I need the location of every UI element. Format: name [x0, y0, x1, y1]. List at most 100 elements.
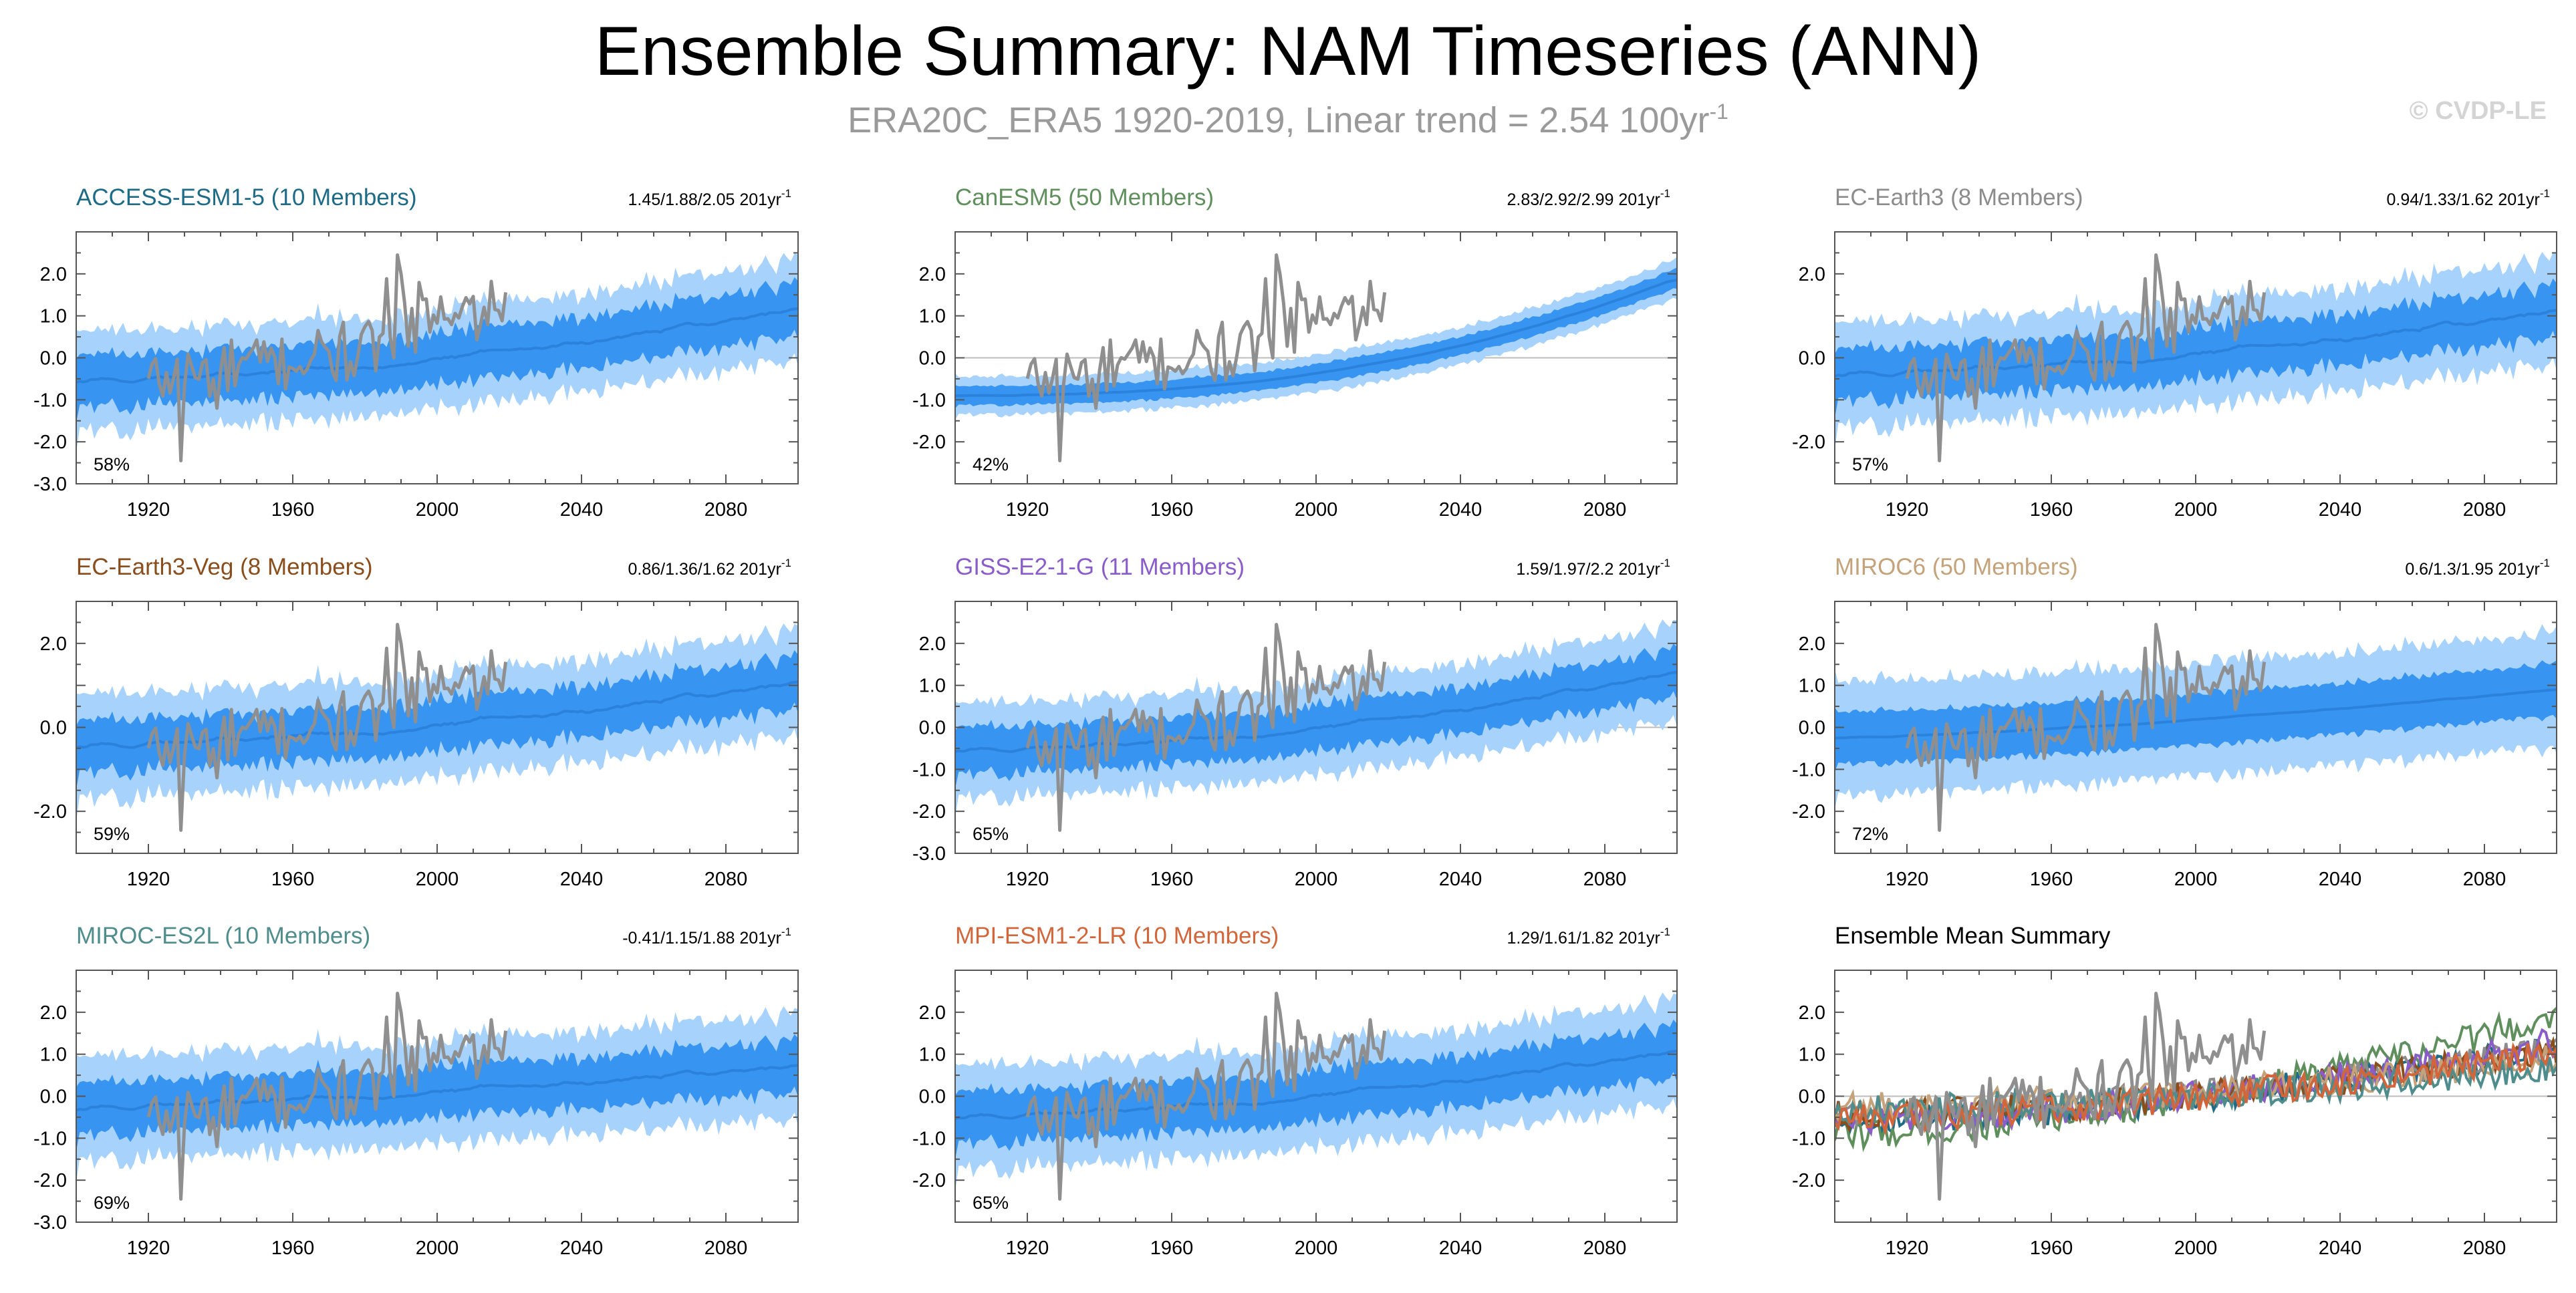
y-tick-label: 2.0: [40, 264, 67, 285]
model-panel: MIROC-ES2L (10 Members) -0.41/1.15/1.88 2…: [33, 923, 799, 1259]
x-tick-label: 2040: [560, 869, 604, 890]
panel-stat: 1.29/1.61/1.82 201yr-1: [1507, 925, 1670, 948]
x-tick-label: 1960: [2030, 869, 2073, 890]
x-tick-label: 1960: [1150, 1238, 1194, 1259]
y-tick-label: 2.0: [919, 633, 946, 655]
plot-area: [955, 992, 1677, 1201]
ensemble-mean-line: [76, 680, 798, 750]
panel-stat-sup: -1: [781, 187, 791, 200]
panel-stat-sup: -1: [781, 557, 791, 569]
model-panel: CanESM5 (50 Members) 2.83/2.92/2.99 201yr…: [912, 184, 1678, 521]
ensemble-mean-line: [76, 1064, 798, 1112]
x-tick-label: 2000: [416, 869, 459, 890]
panel-stat-sup: -1: [1660, 557, 1670, 569]
x-tick-label: 1920: [127, 869, 170, 890]
y-tick-label: 1.0: [1799, 1044, 1825, 1066]
panel-stat: 0.6/1.3/1.95 201yr-1: [2405, 557, 2550, 579]
model-panel: MPI-ESM1-2-LR (10 Members) 1.29/1.61/1.82…: [912, 923, 1678, 1259]
panel-title: Ensemble Mean Summary: [1835, 923, 2111, 949]
main-title: Ensemble Summary: NAM Timeseries (ANN): [595, 13, 1982, 90]
y-tick-label: 2.0: [919, 1002, 946, 1024]
x-tick-label: 2080: [1583, 1238, 1627, 1259]
panel-stat: 0.94/1.33/1.62 201yr-1: [2387, 187, 2550, 209]
y-tick-label: 2.0: [1799, 264, 1825, 285]
percent-label: 69%: [94, 1193, 130, 1213]
y-tick-label: -2.0: [912, 432, 946, 453]
x-tick-label: 2080: [704, 499, 748, 521]
x-tick-label: 2040: [2319, 1238, 2362, 1259]
y-tick-label: 1.0: [40, 1044, 67, 1066]
panel-stat-text: 2.83/2.92/2.99 201yr: [1507, 190, 1660, 209]
y-tick-label: 0.0: [1799, 1087, 1825, 1108]
panel-stat-text: 0.94/1.33/1.62 201yr: [2387, 190, 2540, 209]
percent-label: 58%: [94, 454, 130, 474]
x-tick-label: 1920: [1006, 499, 1049, 521]
ensemble-mean-line: [955, 1049, 1677, 1121]
x-tick-label: 2000: [416, 1238, 459, 1259]
percent-label: 57%: [1852, 454, 1888, 474]
panel-title: EC-Earth3-Veg (8 Members): [76, 554, 372, 580]
y-tick-label: 2.0: [1799, 1002, 1825, 1024]
panel-stat-text: 1.45/1.88/2.05 201yr: [628, 190, 781, 209]
model-panel: MIROC6 (50 Members) 0.6/1.3/1.95 201yr-1 1…: [1792, 554, 2557, 890]
x-tick-label: 1920: [127, 499, 170, 521]
panel-title: MIROC-ES2L (10 Members): [76, 923, 370, 949]
panel-stat-sup: -1: [1660, 187, 1670, 200]
y-tick-label: 0.0: [40, 1087, 67, 1108]
x-tick-label: 1920: [1886, 1238, 1929, 1259]
x-tick-label: 2080: [704, 1238, 748, 1259]
summary-series-line: [1835, 1055, 2557, 1127]
observations-line: [1025, 253, 1387, 462]
plot-area: [1835, 623, 2557, 832]
observations-line: [1905, 253, 2267, 462]
percent-label: 59%: [94, 824, 130, 844]
panel-title: ACCESS-ESM1-5 (10 Members): [76, 184, 417, 210]
panel-stat-text: -0.41/1.15/1.88 201yr: [622, 929, 781, 948]
inner-spread-band: [76, 277, 798, 424]
x-tick-label: 1960: [1150, 869, 1194, 890]
plot-area: [76, 992, 798, 1201]
ensemble-mean-line: [1835, 688, 2557, 740]
y-tick-label: -1.0: [1792, 1128, 1825, 1149]
x-tick-label: 2080: [2463, 1238, 2506, 1259]
x-tick-label: 1920: [127, 1238, 170, 1259]
panel-title: GISS-E2-1-G (11 Members): [955, 554, 1245, 580]
y-tick-label: 1.0: [919, 676, 946, 697]
subtitle-text: ERA20C_ERA5 1920-2019, Linear trend = 2.…: [848, 100, 1709, 140]
panel-stat: 0.86/1.36/1.62 201yr-1: [628, 557, 791, 579]
x-tick-label: 2000: [1295, 499, 1338, 521]
y-tick-label: 0.0: [919, 348, 946, 370]
y-tick-label: -1.0: [912, 390, 946, 411]
x-tick-label: 2000: [2174, 869, 2218, 890]
y-tick-label: -1.0: [912, 759, 946, 780]
x-tick-label: 2080: [2463, 869, 2506, 890]
y-tick-label: 0.0: [1799, 348, 1825, 370]
x-tick-label: 1920: [1006, 1238, 1049, 1259]
panel-title: EC-Earth3 (8 Members): [1835, 184, 2083, 210]
inner-spread-band: [1835, 660, 2557, 772]
x-tick-label: 2000: [1295, 1238, 1338, 1259]
plot-area: [955, 619, 1677, 832]
inner-spread-band: [955, 1020, 1677, 1159]
x-tick-label: 1920: [1006, 869, 1049, 890]
observations-line: [1025, 992, 1387, 1201]
plot-area: [1835, 992, 2557, 1201]
x-tick-label: 2040: [2319, 499, 2362, 521]
x-tick-label: 2040: [560, 499, 604, 521]
y-tick-label: 2.0: [919, 264, 946, 285]
panel-stat-sup: -1: [1660, 925, 1670, 938]
y-tick-label: -3.0: [33, 474, 67, 495]
panel-title: MPI-ESM1-2-LR (10 Members): [955, 923, 1279, 949]
copyright: © CVDP-LE: [2410, 97, 2547, 125]
summary-series-line: [1835, 1042, 2557, 1136]
y-tick-label: 2.0: [40, 1002, 67, 1024]
panel-stat-sup: -1: [2540, 557, 2550, 569]
x-tick-label: 2080: [704, 869, 748, 890]
x-tick-label: 1960: [271, 499, 315, 521]
y-tick-label: -2.0: [33, 432, 67, 453]
y-tick-label: 0.0: [40, 718, 67, 739]
observations-line: [146, 253, 508, 462]
model-panel: ACCESS-ESM1-5 (10 Members) 1.45/1.88/2.05…: [33, 184, 799, 521]
x-tick-label: 2040: [1439, 499, 1483, 521]
